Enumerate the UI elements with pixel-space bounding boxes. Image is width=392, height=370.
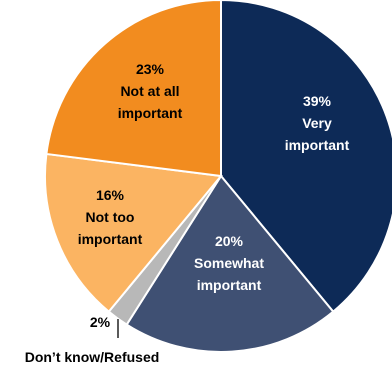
slice-percent-label: 23% (136, 61, 165, 77)
slice-category-label: Somewhat (194, 255, 264, 271)
slice-category-label: important (285, 137, 350, 153)
slice-category-label: important (78, 231, 143, 247)
slice-category-label: Don’t know/Refused (25, 349, 160, 365)
pie-slice (45, 0, 222, 178)
pie-slice (125, 174, 335, 353)
slice-category-label: important (118, 105, 183, 121)
slice-category-label: Very (302, 115, 332, 131)
slice-category-label: important (197, 277, 262, 293)
slice-category-label: Not too (86, 209, 135, 225)
pie-slice (44, 152, 223, 314)
slice-percent-label: 16% (96, 187, 125, 203)
slice-percent-label: 20% (215, 233, 244, 249)
slice-category-label: Not at all (120, 83, 179, 99)
pie-slice (220, 0, 392, 314)
slice-percent-label: 2% (90, 314, 111, 330)
slice-percent-label: 39% (303, 93, 332, 109)
